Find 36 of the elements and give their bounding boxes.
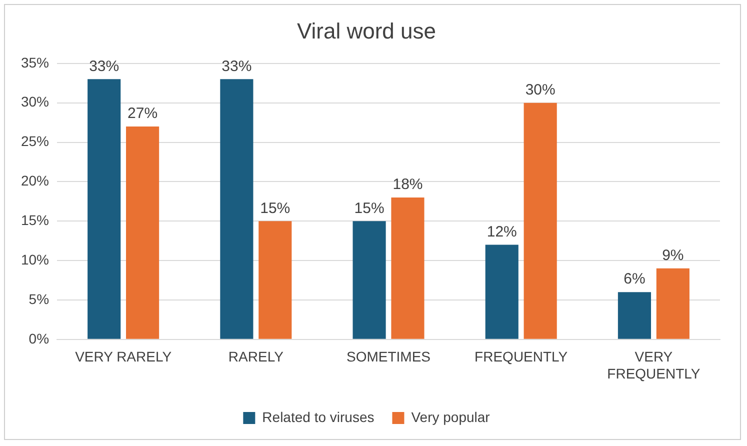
- x-tick-label: VERY RARELY: [75, 348, 172, 365]
- data-label: 27%: [128, 105, 158, 122]
- y-tick-label: 5%: [28, 290, 50, 307]
- bar: [352, 221, 386, 339]
- y-tick-label: 15%: [20, 212, 50, 228]
- bar: [391, 197, 424, 339]
- bar: [618, 292, 652, 339]
- x-tick-label: VERY FREQUENTLY: [607, 348, 701, 382]
- chart-title: Viral word use: [297, 18, 436, 44]
- bar: [656, 268, 690, 339]
- y-tick-label: 10%: [20, 251, 50, 268]
- bar: [126, 126, 160, 339]
- y-tick-label: 0%: [28, 330, 50, 346]
- x-tick-label: FREQUENTLY: [474, 348, 568, 365]
- x-tick-label: RARELY: [228, 348, 284, 365]
- y-tick-label: 25%: [20, 133, 50, 150]
- y-tick-label: 30%: [20, 94, 50, 110]
- data-label: 15%: [354, 200, 384, 217]
- bar: [485, 244, 518, 339]
- data-label: 9%: [662, 247, 684, 264]
- legend-label: Very popular: [411, 408, 490, 425]
- data-label: 33%: [89, 58, 120, 75]
- x-tick-label: SOMETIMES: [346, 348, 431, 365]
- data-label: 33%: [222, 58, 252, 75]
- data-label: 12%: [486, 223, 517, 240]
- legend-label: Related to viruses: [262, 408, 374, 425]
- bar: [524, 102, 557, 339]
- bar: [220, 79, 254, 339]
- data-label: 6%: [624, 270, 646, 288]
- data-label: 15%: [260, 200, 290, 217]
- bar: [88, 79, 121, 339]
- data-label: 30%: [525, 81, 556, 98]
- y-tick-label: 35%: [20, 54, 50, 70]
- data-label: 18%: [392, 176, 423, 194]
- bar: [258, 221, 292, 339]
- y-tick-label: 20%: [20, 172, 50, 189]
